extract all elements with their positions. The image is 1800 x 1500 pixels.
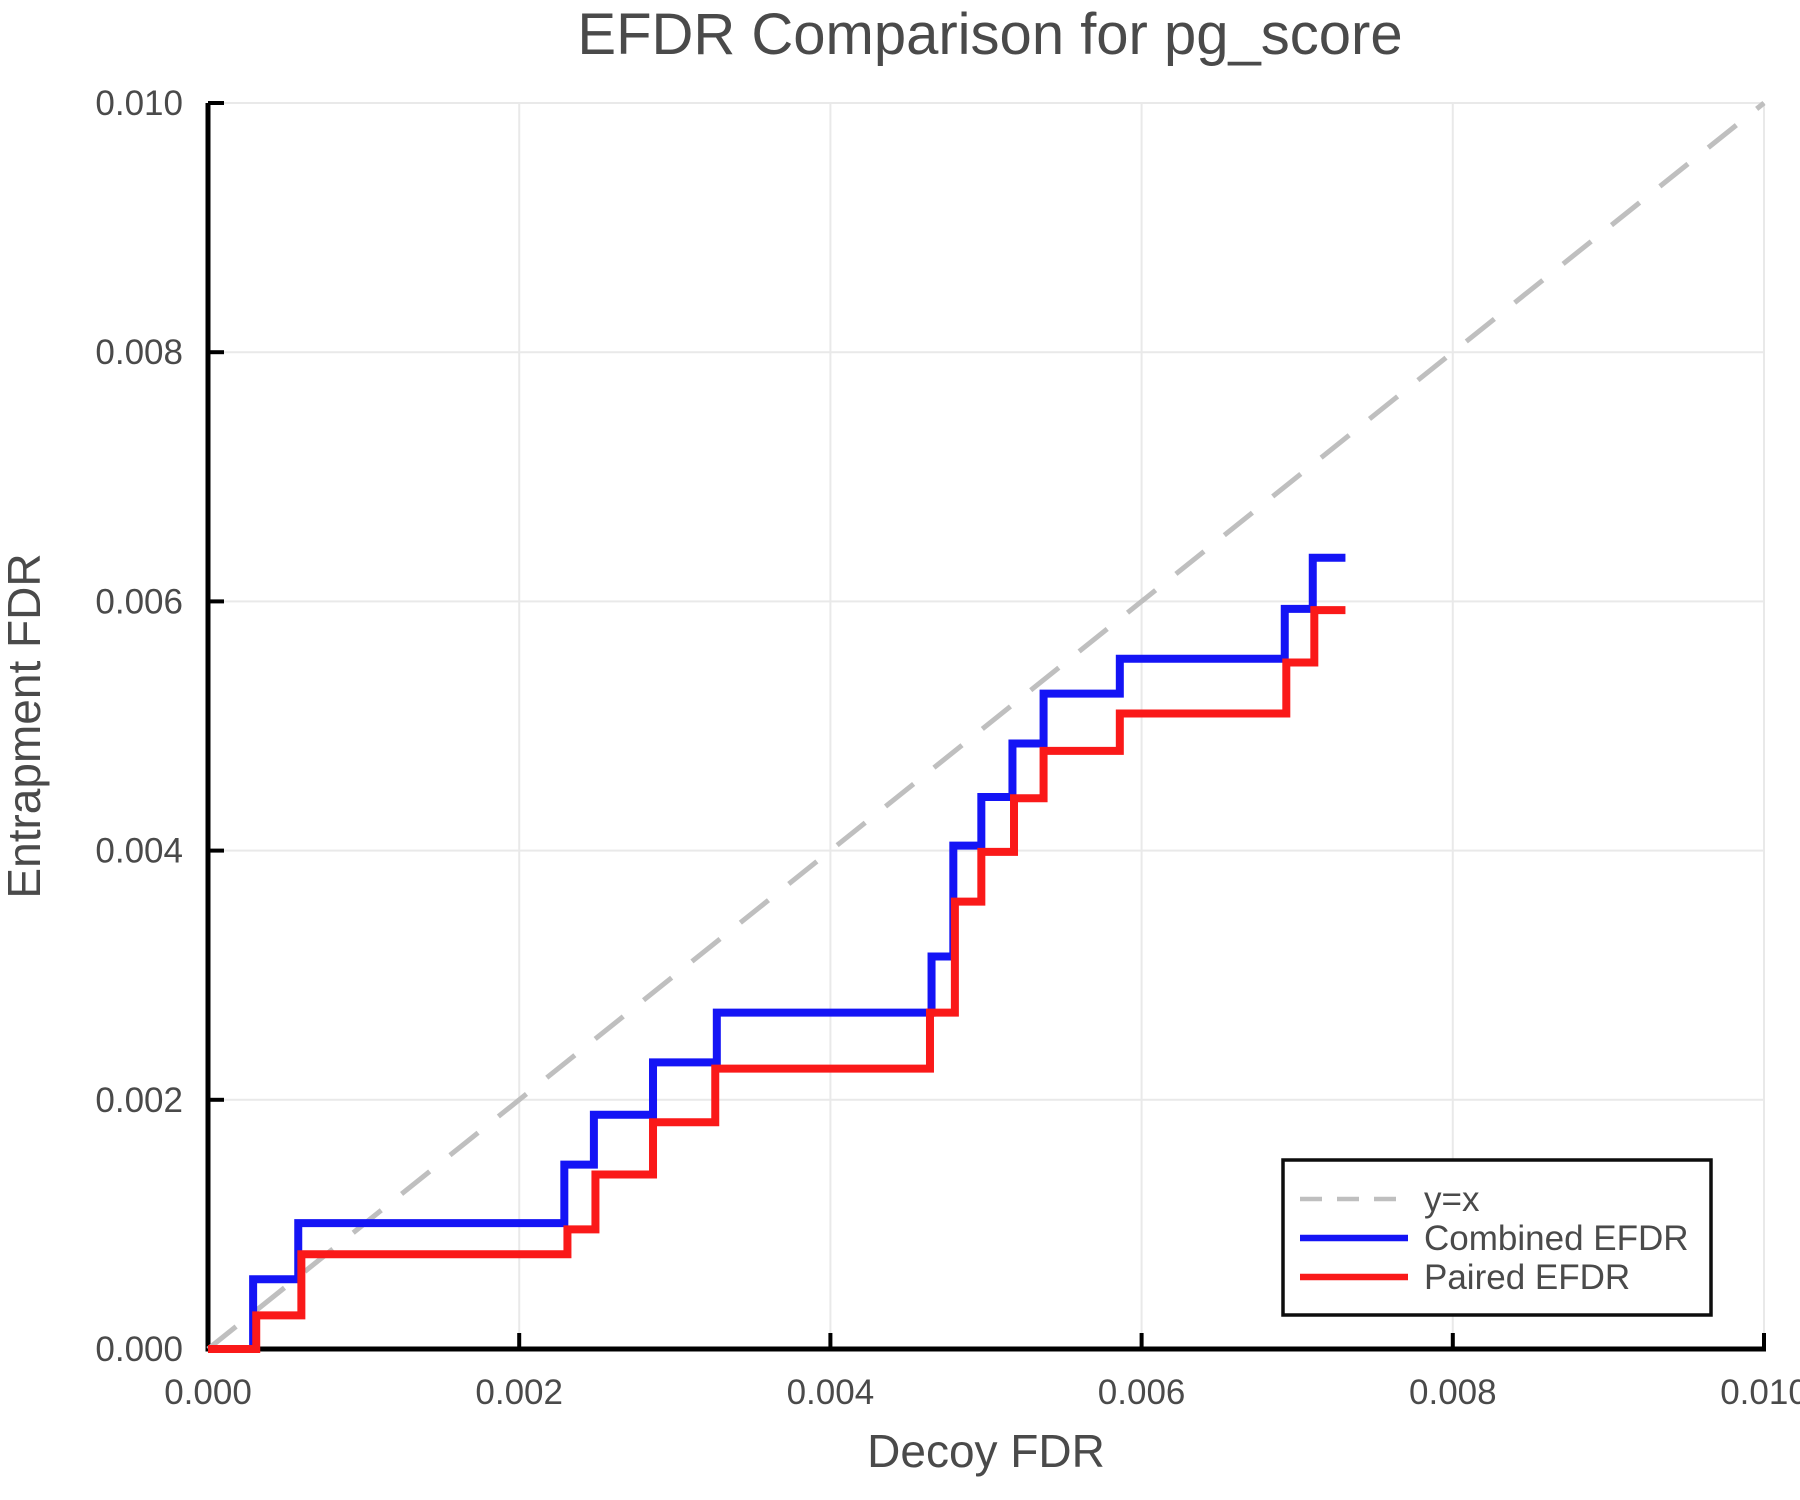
legend-entry-yx: y=x [1424, 1180, 1480, 1219]
x-tick-labels: 0.000 0.002 0.004 0.006 0.008 0.010 [164, 1373, 1800, 1412]
legend-entry-paired-efdr: Paired EFDR [1424, 1258, 1630, 1297]
chart-title: EFDR Comparison for pg_score [577, 2, 1402, 67]
y-tick-labels: 0.000 0.002 0.004 0.006 0.008 0.010 [95, 84, 183, 1369]
y-tick-label: 0.000 [95, 1330, 183, 1369]
series-lines [206, 101, 1766, 1353]
x-tick-label: 0.006 [1098, 1373, 1186, 1412]
combined-efdr-line [208, 553, 1346, 1353]
y-axis-label: Entrapment FDR [0, 553, 50, 898]
x-tick-label: 0.008 [1409, 1373, 1497, 1412]
gridlines [208, 102, 1765, 1349]
x-tick-label: 0.010 [1720, 1373, 1800, 1412]
x-tick-label: 0.002 [475, 1373, 563, 1412]
y-x-line [206, 101, 1766, 1351]
x-tick-label: 0.004 [787, 1373, 875, 1412]
y-tick-label: 0.008 [95, 333, 183, 372]
legend: y=x Combined EFDR Paired EFDR [1281, 1158, 1713, 1317]
paired-efdr-line [208, 606, 1346, 1353]
y-tick-label: 0.006 [95, 582, 183, 621]
x-axis-label: Decoy FDR [867, 1425, 1105, 1477]
x-tick-label: 0.000 [164, 1373, 252, 1412]
y-tick-label: 0.010 [95, 84, 183, 123]
y-tick-label: 0.002 [95, 1081, 183, 1120]
y-tick-label: 0.004 [95, 832, 183, 871]
legend-entry-combined-efdr: Combined EFDR [1424, 1219, 1689, 1258]
